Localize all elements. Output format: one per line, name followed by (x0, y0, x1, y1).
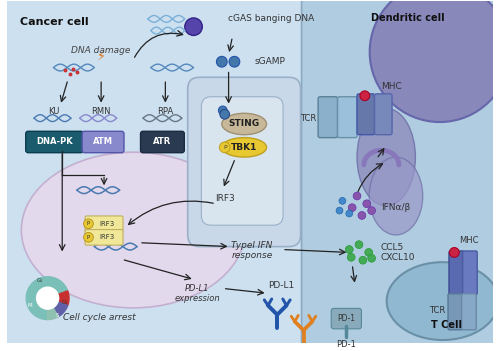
Polygon shape (54, 302, 68, 317)
Text: IFNα/β: IFNα/β (382, 203, 410, 212)
Text: PD-L1
expression: PD-L1 expression (174, 284, 220, 303)
Text: DNA damage: DNA damage (72, 46, 131, 55)
FancyBboxPatch shape (140, 131, 184, 153)
Text: TypeI IFN
response: TypeI IFN response (232, 241, 272, 260)
FancyBboxPatch shape (302, 0, 496, 346)
FancyBboxPatch shape (202, 97, 283, 225)
Circle shape (450, 247, 459, 257)
Circle shape (220, 110, 230, 119)
FancyBboxPatch shape (82, 131, 124, 153)
Circle shape (218, 106, 227, 115)
Polygon shape (26, 277, 68, 319)
Text: PD-1: PD-1 (338, 314, 355, 323)
Text: IRF3: IRF3 (215, 194, 234, 203)
Circle shape (339, 198, 346, 204)
FancyBboxPatch shape (462, 251, 477, 295)
Circle shape (368, 254, 376, 262)
Text: CCL5
CXCL10: CCL5 CXCL10 (380, 243, 415, 262)
Text: IRF3: IRF3 (100, 221, 114, 227)
Text: P: P (87, 235, 90, 240)
Text: sGAMP: sGAMP (255, 57, 286, 66)
FancyBboxPatch shape (318, 97, 338, 138)
Circle shape (36, 286, 60, 310)
Text: Cell cycle arrest: Cell cycle arrest (63, 313, 136, 322)
Circle shape (346, 210, 352, 217)
Polygon shape (58, 291, 69, 305)
Circle shape (365, 249, 372, 256)
FancyBboxPatch shape (1, 0, 316, 349)
Circle shape (220, 142, 230, 153)
Circle shape (185, 18, 202, 35)
Text: ATM: ATM (93, 138, 113, 146)
FancyBboxPatch shape (448, 294, 462, 330)
FancyBboxPatch shape (85, 216, 123, 232)
Circle shape (216, 57, 227, 67)
Text: STING: STING (228, 119, 260, 128)
Text: TBK1: TBK1 (231, 143, 258, 152)
Circle shape (363, 200, 370, 208)
Text: PD-L1: PD-L1 (268, 282, 294, 290)
Text: S: S (56, 313, 59, 318)
FancyBboxPatch shape (85, 230, 123, 245)
Text: Dendritic cell: Dendritic cell (370, 13, 444, 23)
FancyBboxPatch shape (357, 94, 374, 135)
Text: PD-1: PD-1 (336, 340, 356, 349)
FancyBboxPatch shape (462, 294, 476, 330)
Polygon shape (48, 308, 58, 319)
Circle shape (346, 246, 353, 253)
Circle shape (229, 57, 240, 67)
Text: cGAS banging DNA: cGAS banging DNA (228, 14, 314, 24)
Text: IRF3: IRF3 (100, 234, 114, 240)
Text: KU: KU (48, 107, 59, 117)
Circle shape (336, 207, 343, 214)
FancyBboxPatch shape (188, 77, 300, 247)
Circle shape (370, 0, 500, 122)
Text: G₁: G₁ (36, 278, 43, 283)
Text: TCR: TCR (428, 306, 445, 315)
Text: MHC: MHC (459, 236, 478, 245)
Ellipse shape (357, 108, 416, 206)
Text: T Cell: T Cell (431, 320, 462, 330)
Circle shape (355, 241, 363, 249)
Text: M: M (28, 304, 32, 309)
Circle shape (348, 204, 356, 212)
FancyBboxPatch shape (26, 131, 83, 153)
Text: ATR: ATR (154, 138, 172, 146)
FancyBboxPatch shape (374, 94, 392, 135)
Ellipse shape (369, 157, 422, 235)
Ellipse shape (222, 138, 266, 157)
Circle shape (360, 91, 370, 101)
Text: ⚡: ⚡ (97, 49, 106, 62)
Text: MHC: MHC (380, 81, 402, 91)
Circle shape (84, 232, 94, 242)
Circle shape (84, 219, 94, 229)
Text: P: P (87, 221, 90, 226)
Circle shape (358, 212, 366, 219)
Text: RPA: RPA (157, 107, 174, 117)
Circle shape (359, 256, 367, 264)
Text: P: P (223, 145, 226, 150)
Ellipse shape (222, 113, 266, 135)
Ellipse shape (386, 262, 498, 340)
FancyBboxPatch shape (331, 309, 362, 329)
Circle shape (368, 207, 376, 214)
Text: G₂: G₂ (62, 299, 68, 305)
Text: DNA-PK: DNA-PK (36, 138, 72, 146)
Circle shape (348, 253, 355, 261)
Text: Cancer cell: Cancer cell (20, 17, 89, 27)
Text: TCR: TCR (300, 114, 316, 122)
FancyBboxPatch shape (338, 97, 357, 138)
Text: RMN: RMN (92, 107, 111, 117)
FancyBboxPatch shape (449, 251, 464, 295)
Ellipse shape (22, 152, 245, 308)
Circle shape (353, 192, 361, 200)
